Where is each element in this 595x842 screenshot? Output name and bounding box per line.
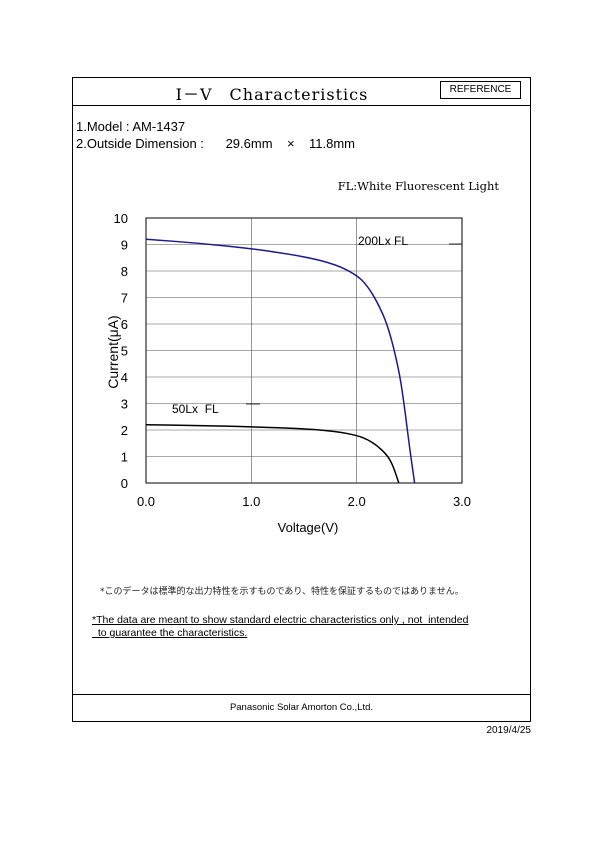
y-tick-label: 3: [121, 397, 128, 412]
legend-note: FL:White Fluorescent Light: [338, 179, 500, 193]
page-title: Ⅰ－Ⅴ Characteristics: [175, 85, 369, 104]
document-date: 2019/4/25: [486, 725, 532, 736]
y-tick-label: 9: [121, 238, 128, 253]
title-row: Ⅰ－Ⅴ Characteristics REFERENCE: [72, 77, 531, 106]
x-tick-label: 3.0: [453, 494, 471, 509]
footer-divider: [72, 694, 531, 695]
x-tick-label: 1.0: [242, 494, 260, 509]
chart-series-labels: 200Lx FL 50Lx FL: [172, 234, 462, 416]
company-name: Panasonic Solar Amorton Co.,Ltd.: [229, 702, 374, 713]
y-tick-label: 5: [121, 344, 128, 359]
series-line-50lx: [145, 423, 400, 484]
y-tick-label: 2: [121, 423, 128, 438]
dimension-line: 2.Outside Dimension : 29.6mm × 11.8mm: [76, 136, 356, 151]
series-label: 200Lx FL: [358, 234, 408, 248]
model-line: 1.Model : AM-1437: [76, 119, 186, 134]
series-line-200lx: [145, 238, 416, 484]
y-tick-label: 6: [121, 317, 128, 332]
y-tick-label: 8: [121, 264, 128, 279]
reference-badge: REFERENCE: [440, 81, 521, 99]
y-axis-label: Current(μA): [105, 315, 121, 388]
english-disclaimer-line-1: *The data are meant to show standard ele…: [92, 614, 469, 626]
y-tick-label: 0: [121, 476, 128, 491]
x-tick-label: 2.0: [348, 494, 366, 509]
japanese-disclaimer: *このデータは標準的な出力特性を示すものであり、特性を保証するものではありません…: [100, 587, 464, 597]
english-disclaimer: *The data are meant to show standard ele…: [92, 614, 468, 640]
x-tick-label: 0.0: [137, 494, 155, 509]
iv-chart: FL:White Fluorescent Light 0123456789100…: [105, 179, 500, 535]
x-axis-label: Voltage(V): [278, 520, 339, 535]
english-disclaimer-line-2: to guarantee the characteristics.: [92, 627, 248, 639]
y-tick-label: 10: [114, 211, 128, 226]
chart-grid: [145, 217, 463, 484]
document-frame: [72, 77, 531, 722]
series-label: 50Lx FL: [172, 402, 219, 416]
y-tick-label: 4: [121, 370, 128, 385]
chart-series: [145, 238, 416, 484]
chart-ticks: 0 1 2 3 4 5 6 7 8 9 10 0.0 1.0 2.0 3.0: [114, 211, 472, 509]
y-tick-label: 1: [121, 450, 128, 465]
y-tick-label: 7: [121, 291, 128, 306]
